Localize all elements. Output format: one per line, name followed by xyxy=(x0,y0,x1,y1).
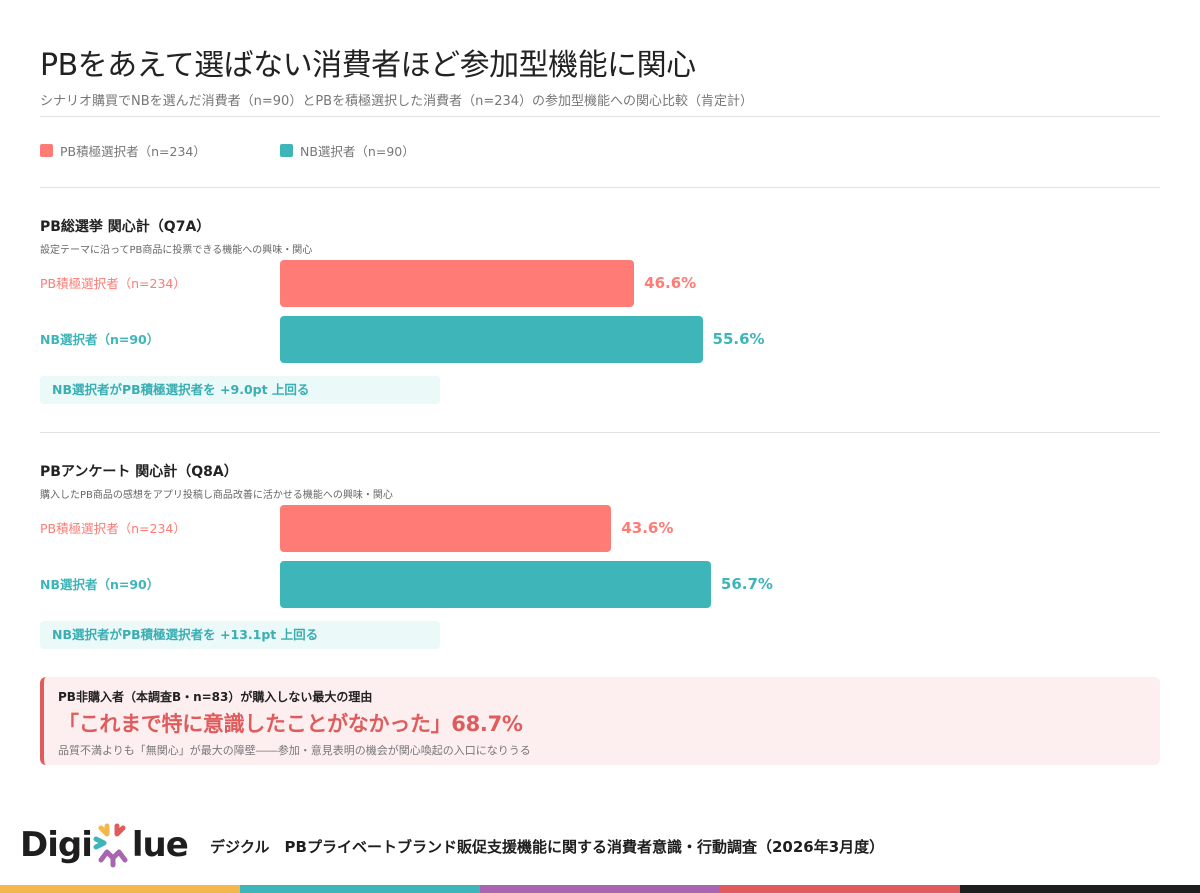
legend-label-nb: NB選択者（n=90） xyxy=(300,144,415,159)
key-finding-callout: PB非購入者（本調査B・n=83）が購入しない最大の理由 「これまで特に意識した… xyxy=(40,677,1160,765)
bar-label: PB積極選択者（n=234） xyxy=(40,521,186,536)
color-segment xyxy=(720,885,960,893)
color-segment xyxy=(240,885,480,893)
section-title: PB総選挙 関心計（Q7A） xyxy=(40,219,211,235)
color-segment xyxy=(0,885,240,893)
callout-subtext: 品質不満よりも「無関心」が最大の障壁――参加・意見表明の機会が関心喚起の入口にな… xyxy=(58,744,531,757)
callout-main-stat: 「これまで特に意識したことがなかった」68.7% xyxy=(58,712,523,736)
color-segment xyxy=(960,885,1200,893)
bar-label: NB選択者（n=90） xyxy=(40,332,160,347)
bar-label: NB選択者（n=90） xyxy=(40,577,160,592)
divider xyxy=(40,187,1160,188)
legend: PB積極選択者（n=234） NB選択者（n=90） xyxy=(40,141,520,160)
bar-label: PB積極選択者（n=234） xyxy=(40,276,186,291)
logo-text-left: Digi xyxy=(20,825,93,865)
chart-section-q7a: PB総選挙 関心計（Q7A） 設定テーマに沿ってPB商品に投票できる機能への興味… xyxy=(40,216,1160,406)
section-description: 設定テーマに沿ってPB商品に投票できる機能への興味・関心 xyxy=(40,245,313,256)
logo-text-right: lue xyxy=(131,825,189,865)
color-segment xyxy=(480,885,720,893)
bar-row-pb: PB積極選択者（n=234） 43.6% xyxy=(40,505,1160,552)
page-title: PBをあえて選ばない消費者ほど参加型機能に関心 xyxy=(40,48,696,83)
bar-value: 46.6% xyxy=(644,274,697,292)
bar-row-nb: NB選択者（n=90） 55.6% xyxy=(40,316,1160,363)
divider xyxy=(40,432,1160,433)
callout-heading: PB非購入者（本調査B・n=83）が購入しない最大の理由 xyxy=(58,690,373,704)
bar-pb xyxy=(280,505,612,552)
bar-pb xyxy=(280,260,635,307)
legend-item-pb: PB積極選択者（n=234） xyxy=(40,141,280,160)
footer-caption: デジクル PBプライベートブランド販促支援機能に関する消費者意識・行動調査（20… xyxy=(210,838,885,856)
page-subtitle: シナリオ購買でNBを選んだ消費者（n=90）とPBを積極選択した消費者（n=23… xyxy=(40,94,754,109)
footer-color-bar xyxy=(0,885,1200,893)
section-description: 購入したPB商品の感想をアプリ投稿し商品改善に活かせる機能への興味・関心 xyxy=(40,490,393,501)
bar-nb xyxy=(280,561,711,608)
digiclue-asterisk-icon xyxy=(93,823,128,868)
divider xyxy=(40,116,1160,117)
section-title: PBアンケート 関心計（Q8A） xyxy=(40,464,238,480)
digiclue-logo: Digi lue xyxy=(20,822,189,868)
legend-item-nb: NB選択者（n=90） xyxy=(280,141,520,160)
legend-swatch-nb xyxy=(280,144,293,157)
difference-note: NB選択者がPB積極選択者を +9.0pt 上回る xyxy=(40,376,440,404)
difference-note: NB選択者がPB積極選択者を +13.1pt 上回る xyxy=(40,621,440,649)
bar-nb xyxy=(280,316,703,363)
legend-swatch-pb xyxy=(40,144,53,157)
bar-value: 43.6% xyxy=(621,519,674,537)
bar-row-nb: NB選択者（n=90） 56.7% xyxy=(40,561,1160,608)
bar-row-pb: PB積極選択者（n=234） 46.6% xyxy=(40,260,1160,307)
bar-value: 55.6% xyxy=(712,330,765,348)
chart-section-q8a: PBアンケート 関心計（Q8A） 購入したPB商品の感想をアプリ投稿し商品改善に… xyxy=(40,461,1160,651)
bar-value: 56.7% xyxy=(720,575,773,593)
legend-label-pb: PB積極選択者（n=234） xyxy=(60,144,206,159)
